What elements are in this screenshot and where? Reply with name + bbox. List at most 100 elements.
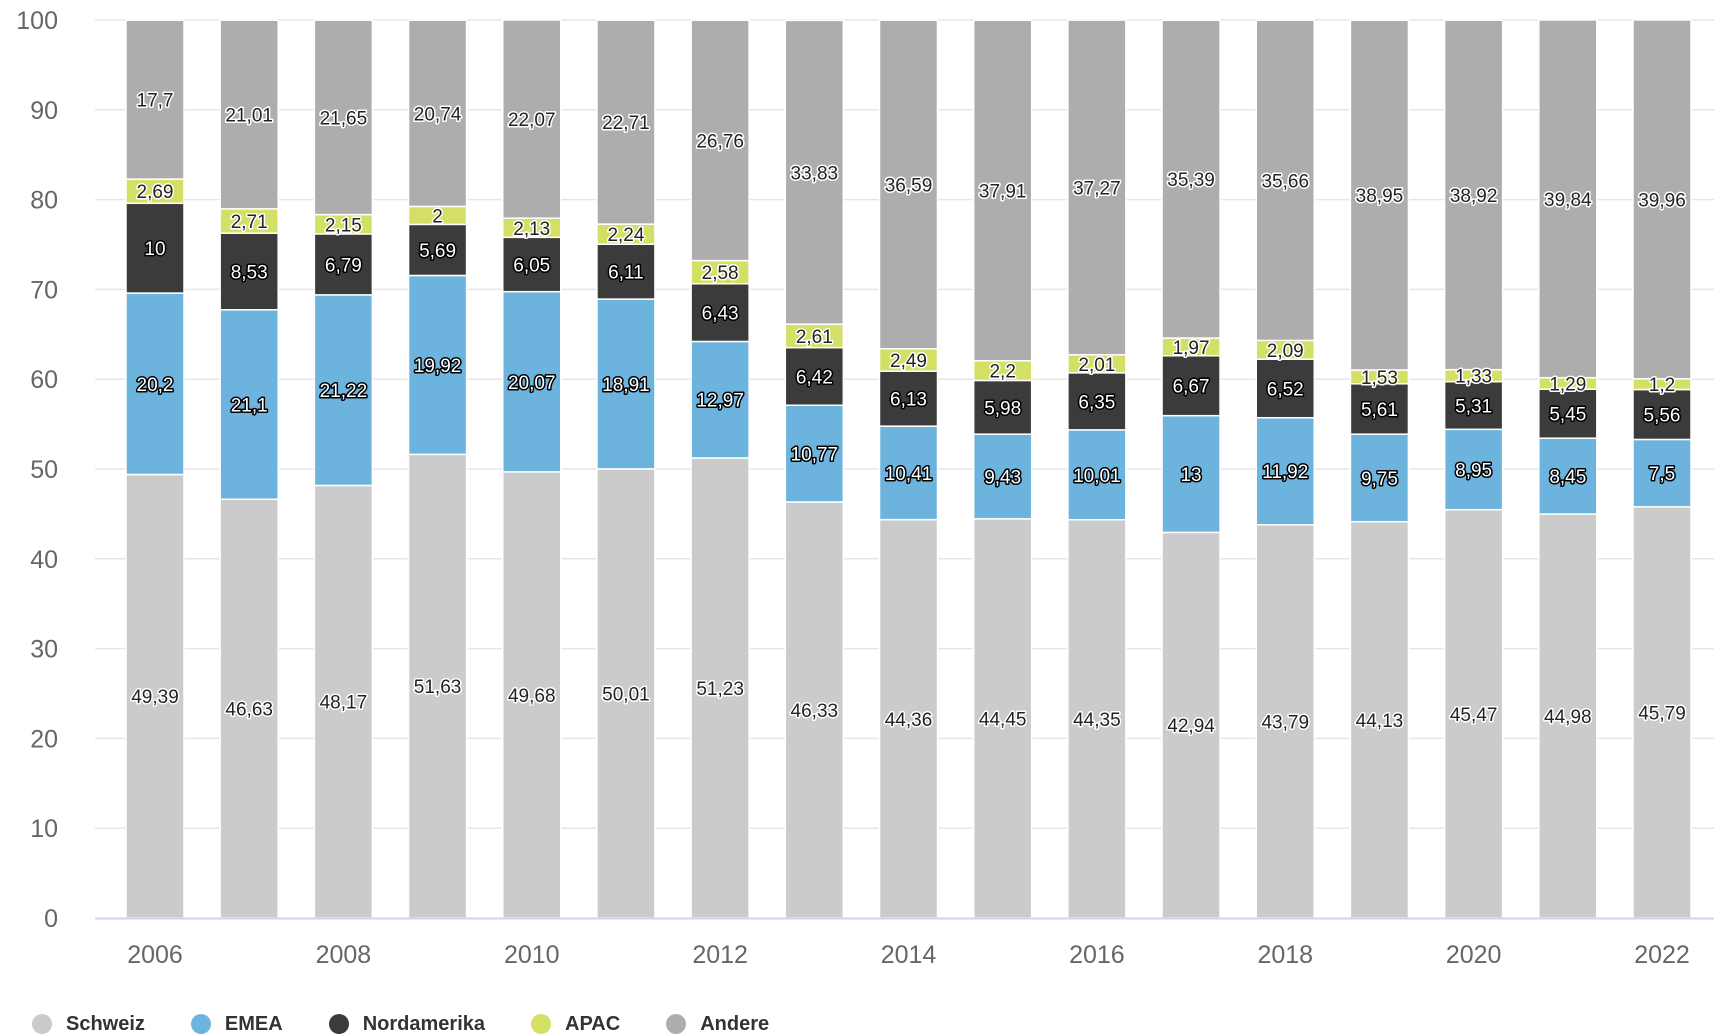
bar-segment-andere-2009[interactable] xyxy=(407,19,468,208)
bar-segment-emea-2022[interactable] xyxy=(1632,438,1692,508)
x-axis-ticks: 2006 2008 2010 2012 2014 2016 2018 2020 2022 xyxy=(127,941,1690,969)
data-label-emea-2010: 20,07 xyxy=(508,373,556,394)
bar-segment-nordamerika-2006[interactable] xyxy=(125,202,185,294)
bar-segment-nordamerika-2017[interactable] xyxy=(1161,355,1221,417)
data-label-andere-2015: 37,91 xyxy=(979,181,1027,202)
data-label-apac-2011: 2,24 xyxy=(607,225,644,246)
bar-segment-schweiz-2011[interactable] xyxy=(596,468,656,919)
x-tick-label: 2010 xyxy=(504,941,560,969)
legend-item-apac[interactable]: APAC xyxy=(531,1013,620,1036)
bar-segment-nordamerika-2021[interactable] xyxy=(1538,388,1598,439)
data-label-schweiz-2015: 44,45 xyxy=(979,709,1027,730)
bar-segment-andere-2017[interactable] xyxy=(1161,19,1221,339)
data-label-nordamerika-2018: 6,52 xyxy=(1267,379,1304,400)
data-label-apac-2010: 2,13 xyxy=(513,219,550,240)
data-label-schweiz-2018: 43,79 xyxy=(1261,712,1309,733)
bar-segment-andere-2020[interactable] xyxy=(1443,19,1504,371)
y-tick-label: 70 xyxy=(30,276,58,304)
bar-segment-schweiz-2021[interactable] xyxy=(1538,513,1598,919)
data-label-emea-2018: 11,92 xyxy=(1262,462,1308,483)
bar-segment-andere-2012[interactable] xyxy=(690,19,750,262)
bar-segment-emea-2014[interactable] xyxy=(878,425,939,521)
legend-label: Schweiz xyxy=(66,1012,145,1035)
data-label-apac-2014: 2,49 xyxy=(890,351,927,372)
bar-segment-andere-2011[interactable] xyxy=(596,19,656,225)
data-label-emea-2008: 21,22 xyxy=(320,381,368,402)
bar-segment-nordamerika-2020[interactable] xyxy=(1443,380,1504,431)
bar-segment-nordamerika-2010[interactable] xyxy=(502,236,562,293)
bar-segment-schweiz-2010[interactable] xyxy=(502,471,562,919)
bar-segment-andere-2021[interactable] xyxy=(1538,19,1598,379)
data-label-andere-2012: 26,76 xyxy=(696,131,744,152)
bar-segment-emea-2021[interactable] xyxy=(1538,437,1598,515)
bar-segment-nordamerika-2007[interactable] xyxy=(219,232,279,311)
bar-segment-schweiz-2007[interactable] xyxy=(219,498,279,919)
bar-segment-emea-2006[interactable] xyxy=(125,292,185,476)
bar-segment-schweiz-2014[interactable] xyxy=(878,518,939,919)
bar-segment-schweiz-2009[interactable] xyxy=(407,453,468,919)
legend-label: APAC xyxy=(565,1012,621,1035)
bar-segment-andere-2019[interactable] xyxy=(1349,19,1410,371)
y-tick-label: 90 xyxy=(30,97,58,125)
data-label-nordamerika-2020: 5,31 xyxy=(1455,396,1492,417)
x-tick-label: 2008 xyxy=(316,941,372,969)
bar-segment-nordamerika-2022[interactable] xyxy=(1632,388,1692,441)
bar-segment-schweiz-2016[interactable] xyxy=(1067,518,1127,919)
bar-segment-emea-2009[interactable] xyxy=(407,274,468,456)
bar-segment-nordamerika-2008[interactable] xyxy=(313,233,374,296)
bar-segment-andere-2016[interactable] xyxy=(1067,19,1127,356)
data-label-schweiz-2006: 49,39 xyxy=(131,687,179,708)
bar-segment-andere-2018[interactable] xyxy=(1255,19,1315,342)
data-label-emea-2019: 9,75 xyxy=(1361,469,1398,490)
data-label-schweiz-2010: 49,68 xyxy=(508,686,556,707)
bar-segment-andere-2022[interactable] xyxy=(1632,19,1692,380)
y-tick-label: 50 xyxy=(30,456,58,484)
legend-item-andere[interactable]: Andere xyxy=(666,1013,769,1036)
bar-segment-andere-2015[interactable] xyxy=(972,19,1033,362)
bar-segment-schweiz-2022[interactable] xyxy=(1632,506,1692,919)
data-label-schweiz-2022: 45,79 xyxy=(1638,703,1686,724)
bar-segment-emea-2018[interactable] xyxy=(1255,416,1315,526)
bar-segment-emea-2015[interactable] xyxy=(972,433,1033,520)
x-tick-label: 2006 xyxy=(127,941,183,969)
data-label-andere-2019: 38,95 xyxy=(1356,186,1404,207)
y-tick-label: 100 xyxy=(16,7,58,35)
bar-segment-apac-2006[interactable] xyxy=(125,178,185,205)
data-label-emea-2014: 10,41 xyxy=(885,464,933,485)
bar-segment-nordamerika-2009[interactable] xyxy=(407,223,468,277)
bar-segment-emea-2016[interactable] xyxy=(1067,429,1127,521)
data-label-apac-2016: 2,01 xyxy=(1078,355,1115,376)
legend-item-schweiz[interactable]: Schweiz xyxy=(32,1013,145,1036)
bar-segment-andere-2013[interactable] xyxy=(784,19,845,325)
bar-segment-emea-2008[interactable] xyxy=(313,294,374,487)
bar-segment-apac-2007[interactable] xyxy=(219,208,279,234)
data-labels: 49,39 20,2 10 2,69 17,7 46,63 21,1 8,53 2,71 21,0… xyxy=(130,89,1688,739)
data-label-apac-2009: 2 xyxy=(432,206,443,227)
legend-marker-icon xyxy=(666,1014,687,1034)
bar-segment-emea-2017[interactable] xyxy=(1161,414,1221,534)
data-label-andere-2007: 21,01 xyxy=(225,106,273,127)
data-label-schweiz-2016: 44,35 xyxy=(1073,710,1121,731)
bar-segment-schweiz-2020[interactable] xyxy=(1443,508,1504,919)
bar-segment-andere-2008[interactable] xyxy=(313,19,374,216)
bar-segment-nordamerika-2013[interactable] xyxy=(784,346,845,406)
bar-segment-emea-2012[interactable] xyxy=(690,340,750,459)
legend-item-nordamerika[interactable]: Nordamerika xyxy=(328,1013,485,1036)
bar-segment-emea-2007[interactable] xyxy=(219,309,279,501)
bar-segment-andere-2007[interactable] xyxy=(219,19,279,210)
data-label-nordamerika-2021: 5,45 xyxy=(1549,405,1586,426)
legend-item-emea[interactable]: EMEA xyxy=(190,1013,283,1036)
bar-segment-schweiz-2017[interactable] xyxy=(1161,531,1221,919)
bar-segment-andere-2014[interactable] xyxy=(878,19,939,350)
bar-segment-nordamerika-2014[interactable] xyxy=(878,370,939,427)
bar-segment-andere-2010[interactable] xyxy=(502,19,562,219)
bar-segment-schweiz-2018[interactable] xyxy=(1255,524,1315,919)
data-label-schweiz-2021: 44,98 xyxy=(1544,707,1592,728)
bar-segment-emea-2019[interactable] xyxy=(1349,433,1410,523)
data-label-schweiz-2011: 50,01 xyxy=(602,684,650,705)
bar-segment-schweiz-2013[interactable] xyxy=(784,501,845,919)
bar-segment-schweiz-2008[interactable] xyxy=(313,484,374,919)
bar-segment-nordamerika-2015[interactable] xyxy=(972,379,1033,435)
bar-segment-andere-2006[interactable] xyxy=(125,19,185,180)
bar-segment-nordamerika-2019[interactable] xyxy=(1349,383,1410,435)
